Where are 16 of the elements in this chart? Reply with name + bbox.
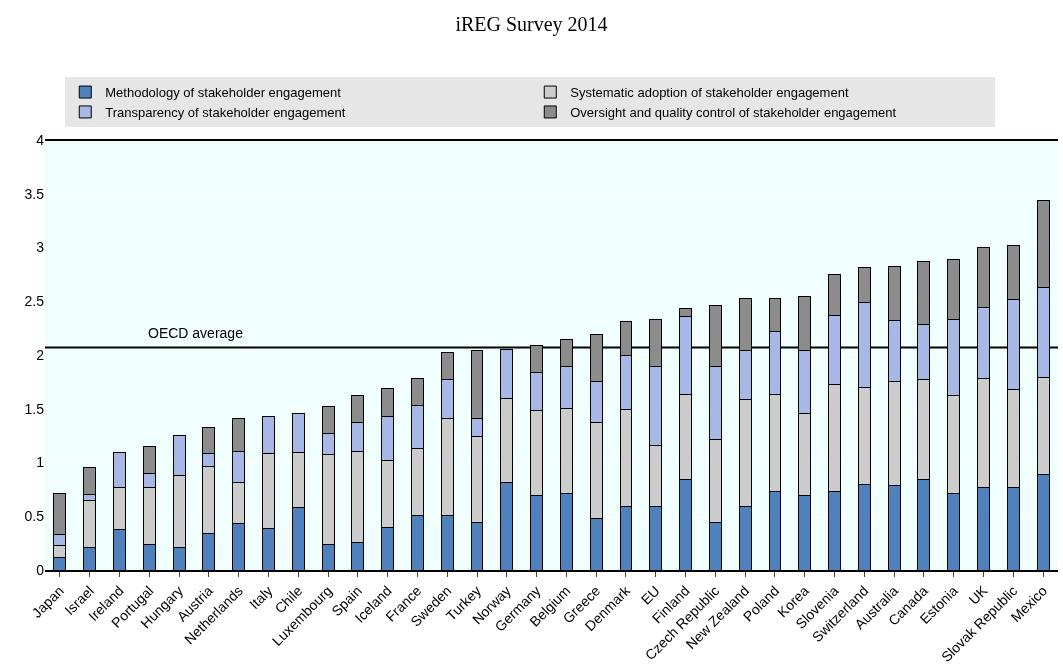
x-tick-label: Italy <box>246 582 276 613</box>
legend-label: Systematic adoption of stakeholder engagement <box>570 85 849 101</box>
ref-line-label: OECD average <box>148 325 244 341</box>
y-tick-label: 2.5 <box>24 293 45 310</box>
y-tick-label: 1.5 <box>24 400 45 417</box>
y-tick-label: 3.5 <box>24 185 45 202</box>
y-tick-label: 0.5 <box>24 508 45 525</box>
y-tick-label: 4 <box>36 131 45 148</box>
legend-label: Oversight and quality control of stakeholder engagement <box>570 105 897 121</box>
y-tick-label: 2 <box>36 346 45 363</box>
y-tick-label: 0 <box>36 561 45 578</box>
legend-label: Methodology of stakeholder engagement <box>105 85 342 101</box>
y-tick-label: 1 <box>36 454 45 471</box>
legend-label: Transparency of stakeholder engagement <box>105 105 346 121</box>
y-tick-label: 3 <box>36 239 45 256</box>
chart-title: iREG Survey 2014 <box>455 12 608 36</box>
